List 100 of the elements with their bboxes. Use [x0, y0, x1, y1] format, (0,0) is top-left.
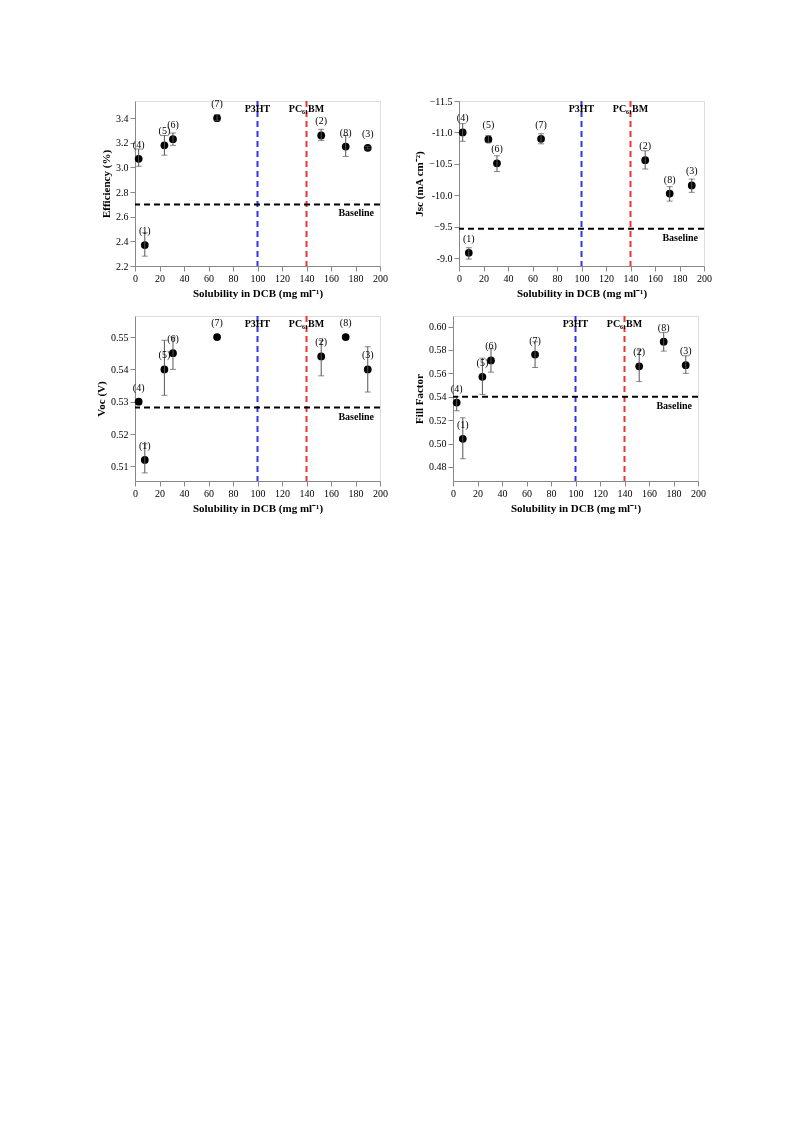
annotation: (6) [491, 143, 503, 156]
x-tick-label: 20 [479, 272, 489, 284]
x-tick-label: 180 [348, 487, 364, 499]
x-tick-label: 200 [691, 487, 706, 499]
annotation: (6) [485, 340, 497, 353]
y-axis-title: Jsc (mA cm⁻²) [413, 151, 427, 217]
x-tick-label: 120 [593, 487, 608, 499]
y-axis-title: Voc (V) [95, 381, 108, 417]
y-tick-label: 0.52 [111, 428, 129, 440]
x-tick-label: 20 [473, 487, 483, 499]
annotation: (7) [529, 334, 541, 347]
ref-line-label: P3HT [568, 103, 595, 114]
y-tick-label: 0.58 [429, 344, 447, 356]
annotation: (7) [211, 317, 223, 330]
x-tick-label: 0 [451, 487, 456, 499]
y-axis-title: Fill Factor [413, 374, 425, 424]
x-tick-label: 80 [552, 272, 563, 284]
x-tick-label: 60 [204, 487, 214, 499]
x-tick-label: 40 [179, 487, 190, 499]
ref-line-label: Baseline [338, 207, 375, 219]
y-tick-label: 3.0 [116, 161, 129, 173]
x-tick-label: 80 [228, 487, 239, 499]
x-tick-label: 20 [155, 272, 165, 284]
x-tick-label: 0 [457, 272, 462, 284]
y-tick-label: 0.56 [429, 367, 447, 379]
ref-line-label: Baseline [656, 399, 693, 411]
x-tick-label: 180 [672, 272, 688, 284]
point [213, 333, 221, 341]
y-tick-label: -9.0 [436, 252, 453, 264]
point [341, 333, 350, 341]
annotation: (1) [138, 439, 151, 452]
ref-line-label: PC₆₁BM [288, 103, 325, 114]
point [134, 397, 143, 406]
annotation: (4) [456, 112, 469, 125]
x-tick-label: 80 [228, 272, 239, 284]
annotation: (8) [657, 321, 670, 334]
annotation: (3) [679, 345, 692, 358]
annotation: (2) [315, 336, 328, 349]
x-tick-label: 200 [697, 272, 712, 284]
annotation: (1) [138, 225, 151, 238]
annotation: (4) [132, 381, 145, 394]
x-tick-label: 200 [373, 487, 388, 499]
y-tick-label: −11.5 [429, 95, 453, 107]
y-tick-label: 0.55 [111, 331, 129, 343]
ref-line-label: P3HT [244, 318, 271, 329]
y-tick-label: 3.2 [116, 137, 129, 149]
x-tick-label: 80 [546, 487, 557, 499]
y-tick-label: 2.4 [116, 235, 129, 247]
y-tick-label: 2.8 [116, 186, 129, 198]
annotation: (8) [663, 173, 676, 186]
ref-line-label: PC₆₁BM [606, 318, 643, 329]
annotation: (8) [339, 126, 352, 139]
x-tick-label: 40 [179, 272, 190, 284]
x-tick-label: 60 [522, 487, 532, 499]
annotation: (8) [339, 317, 352, 330]
annotation: (3) [361, 349, 374, 362]
y-tick-label: −10.5 [429, 158, 453, 170]
x-tick-label: 180 [348, 272, 364, 284]
x-tick-label: 100 [250, 487, 266, 499]
ref-line-label: Baseline [338, 410, 375, 422]
x-tick-label: 160 [648, 272, 663, 284]
x-tick-label: 140 [617, 487, 633, 499]
x-tick-label: 180 [666, 487, 682, 499]
x-tick-label: 160 [642, 487, 657, 499]
x-axis-title: Solubility in DCB (mg ml⁻¹) [192, 501, 324, 515]
x-tick-label: 100 [250, 272, 266, 284]
x-tick-label: 120 [275, 272, 290, 284]
x-axis-title: Solubility in DCB (mg ml⁻¹) [192, 286, 324, 300]
y-tick-label: −9.5 [434, 221, 453, 233]
x-tick-label: 200 [373, 272, 388, 284]
x-tick-label: 160 [324, 487, 339, 499]
ref-line-label: P3HT [562, 318, 589, 329]
annotation: (4) [450, 382, 463, 395]
annotation: (2) [315, 115, 328, 128]
x-tick-label: 60 [204, 272, 214, 284]
x-axis-title: Solubility in DCB (mg ml⁻¹) [516, 286, 648, 300]
x-tick-label: 140 [623, 272, 639, 284]
y-tick-label: 0.54 [111, 363, 129, 375]
y-tick-label: 0.50 [429, 438, 447, 450]
y-tick-label: 2.6 [116, 211, 129, 223]
y-tick-label: 0.52 [429, 414, 447, 426]
x-tick-label: 0 [133, 272, 138, 284]
annotation: (1) [462, 232, 475, 245]
x-tick-label: 140 [299, 272, 315, 284]
y-tick-label: 0.60 [429, 321, 447, 333]
annotation: (3) [361, 127, 374, 140]
x-tick-label: 140 [299, 487, 315, 499]
y-tick-label: 0.48 [429, 461, 447, 473]
annotation: (4) [132, 138, 145, 151]
ref-line-label: Baseline [662, 231, 699, 243]
x-tick-label: 100 [568, 487, 584, 499]
x-tick-label: 20 [155, 487, 165, 499]
x-tick-label: 40 [497, 487, 508, 499]
y-tick-label: 0.51 [111, 460, 129, 472]
y-tick-label: 0.53 [111, 396, 129, 408]
x-axis-title: Solubility in DCB (mg ml⁻¹) [510, 501, 642, 515]
ref-line-label: PC₆₁BM [612, 103, 649, 114]
x-tick-label: 120 [599, 272, 614, 284]
annotation: (2) [639, 140, 652, 153]
annotation: (1) [456, 418, 469, 431]
